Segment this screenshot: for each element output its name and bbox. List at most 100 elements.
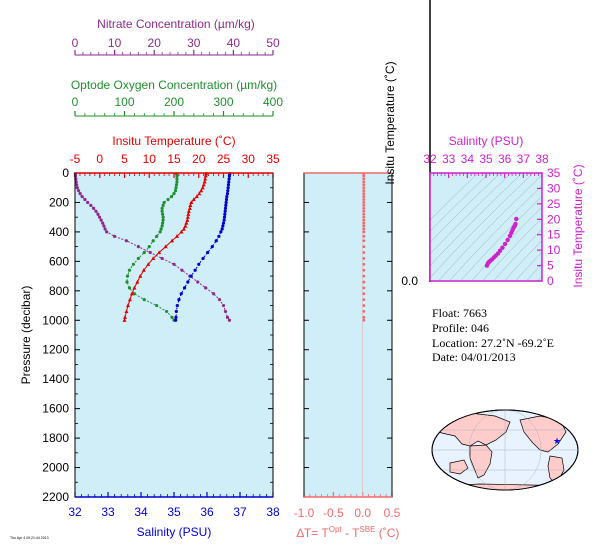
delta-point (362, 209, 366, 213)
oxygen-point (125, 280, 129, 284)
nitrate-point (74, 183, 79, 187)
nitrate-point (89, 203, 93, 207)
temperature-point (124, 309, 129, 314)
pressure-tick-label: 600 (49, 254, 69, 268)
ts-density-contour (438, 174, 542, 281)
temperature-point (189, 200, 194, 205)
oxygen-point (142, 298, 146, 302)
float-info: Float: 7663 Profile: 046 Location: 27.2˚… (432, 306, 554, 364)
salinity-point (217, 234, 221, 238)
delta-point (362, 218, 366, 222)
salinity-point (175, 303, 179, 308)
temperature-point (186, 212, 191, 216)
temperature-point (191, 197, 196, 202)
temperature-axis-tick-label: 15 (167, 152, 181, 166)
pressure-tick-label: 200 (49, 195, 69, 209)
temperature-axis-tick-label: 30 (242, 152, 256, 166)
nitrate-point (136, 245, 140, 249)
salinity-axis-tick-label: 37 (233, 505, 247, 519)
nitrate-point (76, 189, 81, 193)
oxygen-point (132, 292, 136, 296)
pressure-tick-label: 800 (49, 284, 69, 298)
salinity-point (177, 298, 181, 302)
delta-point (362, 227, 366, 231)
map-africa (469, 444, 493, 479)
nitrate-point (97, 215, 102, 219)
salinity-point (174, 315, 178, 319)
pressure-tick-label: 400 (49, 225, 69, 239)
nitrate-axis-label: Nitrate Concentration (µm/kg) (97, 17, 255, 31)
delta-point (362, 251, 366, 254)
oxygen-point (172, 192, 176, 196)
nitrate-point (160, 256, 164, 261)
temperature-point (146, 262, 151, 266)
ts-temperature-label: Insitu Temperature (˚C) (571, 164, 585, 287)
ts-point (502, 241, 508, 247)
delta-point (362, 198, 366, 201)
salinity-point (227, 174, 232, 178)
temperature-axis-tick-label: 5 (121, 152, 128, 166)
pressure-tick-label: 2200 (42, 490, 69, 504)
temperature-axis-tick-label: 25 (217, 152, 231, 166)
oxygen-point (158, 230, 162, 234)
oxygen-axis-tick-label: 0 (72, 95, 79, 109)
delta-point (362, 212, 366, 216)
salinity-point (227, 180, 231, 184)
nitrate-point (217, 298, 222, 302)
oxygen-point (175, 180, 179, 184)
oxygen-point (155, 303, 159, 308)
temperature-point (170, 238, 175, 243)
nitrate-axis-tick-label: 30 (187, 36, 201, 50)
oxygen-point (161, 221, 165, 225)
delta-point (362, 215, 366, 219)
delta-label-part-3: (˚C) (375, 526, 399, 540)
pressure-tick-label: 1600 (42, 402, 69, 416)
oxygen-point (142, 250, 146, 255)
salinity-point (224, 197, 229, 202)
oxygen-point (175, 174, 179, 178)
ts-density-contour (460, 196, 542, 281)
ts-temperature-tick-label: 15 (547, 228, 561, 242)
nitrate-point (80, 194, 84, 199)
nitrate-point (172, 262, 176, 266)
oxygen-point (173, 189, 178, 193)
temperature-point (197, 191, 202, 196)
nitrate-point (94, 209, 98, 213)
nitrate-axis-tick-label: 0 (72, 36, 79, 50)
nitrate-point (204, 286, 208, 290)
temperature-point (174, 234, 179, 238)
temperature-axis-tick-label: 10 (143, 152, 157, 166)
nitrate-point (99, 218, 103, 222)
ts-density-contour (430, 173, 479, 221)
oxygen-point (166, 197, 170, 202)
ts-salinity-axis-tick-label: 33 (442, 152, 456, 166)
delta-point (362, 201, 366, 204)
salinity-point (197, 262, 201, 266)
ts-salinity-axis-tick-label: 35 (479, 152, 493, 166)
salinity-point (220, 227, 224, 231)
ts-density-contour (515, 251, 542, 281)
nitrate-point (227, 318, 232, 322)
oxygen-point (174, 186, 178, 190)
nitrate-axis-tick-label: 40 (227, 36, 241, 50)
salinity-point (174, 309, 178, 314)
ts-salinity-axis-tick-label: 34 (461, 152, 475, 166)
delta-point (362, 292, 366, 296)
ts-salinity-axis-tick-label: 36 (498, 152, 512, 166)
salinity-point (214, 239, 218, 243)
salinity-point (223, 206, 228, 210)
salinity-axis-tick-label: 32 (68, 505, 82, 519)
salinity-axis-tick-label: 36 (200, 505, 214, 519)
oxygen-point (170, 315, 174, 319)
ts-density-contour (449, 185, 542, 281)
ts-point (513, 221, 518, 227)
salinity-point (226, 189, 230, 193)
salinity-point (221, 221, 226, 225)
delta-point (362, 204, 366, 207)
ts-density-contour (430, 173, 523, 267)
temperature-point (201, 182, 206, 187)
salinity-point (182, 286, 187, 290)
delta-label-super-1: Opt (329, 525, 343, 534)
oxygen-point (160, 224, 164, 228)
temperature-point (157, 250, 162, 255)
